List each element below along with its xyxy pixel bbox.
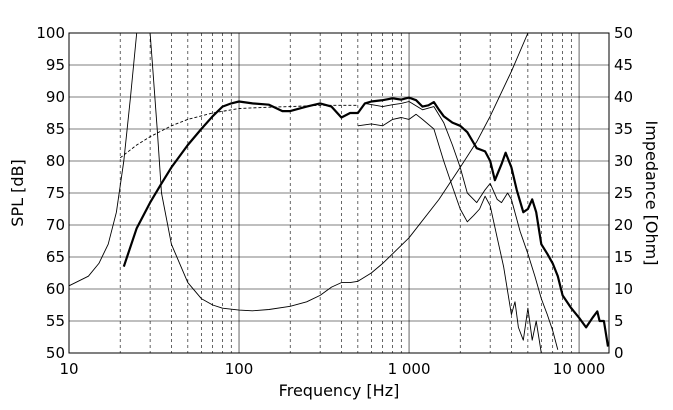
y2-tick-label: 50	[614, 24, 633, 42]
x-tick-label: 1 000	[388, 360, 431, 378]
y-tick-label: 75	[46, 184, 65, 202]
y2-tick-label: 20	[614, 216, 633, 234]
y-tick-label: 85	[46, 120, 65, 138]
y-tick-label: 50	[46, 344, 65, 362]
x-axis-title: Frequency [Hz]	[279, 381, 400, 400]
y2-tick-label: 35	[614, 120, 633, 138]
plot-frame	[68, 32, 610, 354]
y2-tick-label: 5	[614, 312, 624, 330]
y-tick-label: 65	[46, 248, 65, 266]
y2-tick-label: 15	[614, 248, 633, 266]
y-tick-label: 60	[46, 280, 65, 298]
x-tick-label: 10 000	[553, 360, 606, 378]
series-spl-on-axis	[122, 96, 610, 347]
y2-tick-label: 10	[614, 280, 633, 298]
tick-labels: 1009590858075706560555050454035302520151…	[36, 24, 633, 378]
y-tick-label: 80	[46, 152, 65, 170]
series-spl-off-axis-30	[364, 101, 559, 350]
grid	[69, 33, 609, 353]
series-spl-reference	[119, 104, 358, 159]
y-tick-label: 100	[36, 24, 65, 42]
y-tick-label: 95	[46, 56, 65, 74]
y2-tick-label: 30	[614, 152, 633, 170]
y2-tick-label: 40	[614, 88, 633, 106]
y-tick-label: 70	[46, 216, 65, 234]
y2-tick-label: 25	[614, 184, 633, 202]
y2-tick-label: 0	[614, 344, 624, 362]
series-group	[68, 32, 610, 354]
y2-axis-title: Impedance [Ohm]	[642, 121, 661, 266]
y-tick-label: 55	[46, 312, 65, 330]
series-impedance	[68, 32, 529, 312]
y2-tick-label: 45	[614, 56, 633, 74]
x-tick-label: 100	[225, 360, 254, 378]
series-spl-off-axis-60	[357, 113, 542, 354]
x-tick-label: 10	[59, 360, 78, 378]
y-tick-label: 90	[46, 88, 65, 106]
y-axis-title: SPL [dB]	[8, 159, 27, 226]
